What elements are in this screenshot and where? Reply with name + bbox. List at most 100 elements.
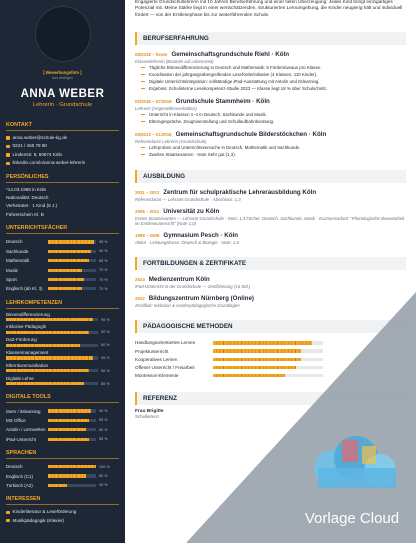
entry-heading: 2006 – 2011 Universität zu Köln bbox=[135, 208, 406, 215]
skill-row: Elternkommunikation 90 % bbox=[0, 363, 125, 376]
job-role: Klassenlehrerin (Beamtin auf Lebenszeit) bbox=[135, 58, 214, 64]
skill-bar bbox=[48, 249, 92, 253]
skill-name: Klassenmanagement bbox=[6, 349, 49, 355]
skill-percent: 85 % bbox=[99, 258, 108, 263]
methods: Handlungsorientiertes Lernen Projektunter… bbox=[135, 339, 406, 380]
skill-name: iServ / itslearning bbox=[6, 408, 41, 414]
method-bar bbox=[213, 374, 285, 378]
skill-bar-row: 95 % bbox=[6, 318, 119, 322]
job-date: 08/2018 – heute bbox=[135, 51, 168, 57]
method-bar bbox=[213, 341, 312, 345]
entry-heading: 2024 Medienzentrum Köln bbox=[135, 276, 406, 283]
method-bar bbox=[213, 349, 301, 353]
skill-bar bbox=[6, 343, 80, 347]
skill-bar-row: 80 % bbox=[6, 343, 119, 347]
reference-role: Schulleiterin bbox=[135, 413, 159, 419]
name: ANNA WEBER bbox=[20, 88, 105, 100]
job-bullet: Unterricht in Klassen 1–4 in Deutsch, Sa… bbox=[135, 111, 406, 118]
contact-icon bbox=[6, 136, 10, 140]
job-date: 09/2013 – 01/2016 bbox=[135, 131, 172, 137]
job-heading: 09/2013 – 01/2016 Gemeinschaftsgrundschul… bbox=[135, 131, 406, 138]
skill-bar bbox=[48, 465, 96, 469]
entry-detail: Erstes Staatsexamen — Lehramt Grundschul… bbox=[135, 215, 405, 226]
job-role: Referendarin/ Lehrerin (Grundschule) bbox=[135, 138, 207, 144]
bullet-dash bbox=[141, 67, 145, 68]
entry-org: Zentrum für schulpraktische Lehrerausbil… bbox=[163, 188, 317, 196]
job-entry: 02/2016 – 07/2018 Grundschule Stammheim ·… bbox=[135, 98, 406, 125]
skill-name: Antolin / Lernwelten bbox=[6, 427, 46, 433]
info-text: Lindenstr. 8, 50674 Köln bbox=[12, 151, 63, 157]
skill-row: Digitale Lehre 85 % bbox=[0, 376, 125, 389]
watermark-triangle bbox=[186, 292, 416, 543]
job-entry: 08/2018 – heute Gemeinschaftsgrundschule … bbox=[135, 51, 406, 92]
bullet-dash bbox=[141, 88, 145, 89]
job-bullet: Koordination der jahrgangsübergreifenden… bbox=[135, 71, 406, 78]
skill-track bbox=[48, 249, 96, 253]
skill-bar bbox=[48, 437, 89, 441]
info-item: *14.03.1988 in Köln bbox=[0, 186, 125, 194]
method-row: Projektunterricht bbox=[135, 347, 406, 355]
job-bullet: Lehrproben und Unterrichtsversuche in De… bbox=[135, 144, 406, 151]
entry-date: 2011 – 2013 bbox=[135, 189, 160, 195]
method-track bbox=[213, 357, 323, 362]
skill-row: iServ / itslearning 90 % bbox=[0, 406, 125, 415]
section-heading: LEHRKOMPETENZEN bbox=[6, 300, 119, 309]
skill-name: iPad-Unterricht bbox=[6, 436, 37, 442]
skill-track bbox=[48, 437, 96, 441]
photo-placeholder bbox=[34, 6, 91, 62]
entry-heading: 2011 – 2013 Zentrum für schulpraktische L… bbox=[135, 189, 406, 196]
entry-date: 2024 bbox=[135, 276, 145, 282]
bullet-dash bbox=[141, 114, 145, 115]
entry: 2006 – 2011 Universität zu Köln Erstes Sta… bbox=[135, 208, 406, 226]
skill-bar-row: 90 % bbox=[6, 330, 119, 334]
skill-track bbox=[6, 343, 98, 347]
method-bar bbox=[213, 357, 301, 362]
entry-heading: 1998 – 2006 Gymnasium Pesch · Köln bbox=[135, 232, 406, 239]
watermark-brand: Vorlage Cloud bbox=[305, 510, 399, 527]
method-row: Offener Unterricht / Freiarbeit bbox=[135, 363, 406, 371]
bullet-text: Unterricht in Klassen 1–4 in Deutsch, Sa… bbox=[149, 111, 267, 117]
info-item: Verheiratet · 1 Kind (8 J.) bbox=[0, 202, 125, 210]
interest-icon bbox=[6, 518, 10, 523]
skill-percent: 80 % bbox=[101, 343, 110, 348]
skill-bar bbox=[48, 483, 68, 487]
job-heading: 02/2016 – 07/2018 Grundschule Stammheim ·… bbox=[135, 98, 406, 105]
skill-bar bbox=[6, 318, 94, 322]
skill-bar bbox=[6, 369, 89, 373]
skill-track bbox=[48, 483, 96, 487]
skill-row: Englisch (ab Kl. 3) 70 % bbox=[0, 284, 125, 293]
entry: 2022 Bildungszentrum Nürnberg (Online) Zer… bbox=[135, 295, 406, 308]
skill-percent: 90 % bbox=[101, 368, 110, 373]
bullet-dash bbox=[141, 154, 145, 155]
skill-name: Sachkunde bbox=[6, 248, 29, 254]
skill-row: Sachkunde 90 % bbox=[0, 247, 125, 256]
skill-name: Sport bbox=[6, 277, 17, 282]
skill-percent: 90 % bbox=[101, 330, 110, 335]
entry-org: Universität zu Köln bbox=[163, 207, 220, 215]
skill-name: Englisch (ab Kl. 3) bbox=[6, 286, 43, 292]
skill-bar-row: 90 % bbox=[6, 369, 119, 373]
photo-hint: hier einfügen bbox=[52, 76, 73, 80]
skill-row: DaZ-Förderung 80 % bbox=[0, 337, 125, 350]
method-name: Offener Unterricht / Freiarbeit bbox=[135, 365, 195, 371]
skill-name: DaZ-Förderung bbox=[6, 337, 37, 343]
main-column: Engagierte Grundschullehrerin mit 10 Jah… bbox=[125, 0, 416, 543]
skill-name: Türkisch (A2) bbox=[6, 482, 33, 488]
skill-name: Englisch (C1) bbox=[6, 473, 34, 479]
section-heading: FORTBILDUNGEN & ZERTIFIKATE bbox=[135, 256, 406, 270]
info-text: *14.03.1988 in Köln bbox=[6, 186, 47, 192]
skill-bar-row: 85 % bbox=[6, 382, 119, 386]
role: Lehrerin · Grundschule bbox=[32, 102, 93, 108]
interest-text: Musikpädagogik (Klavier) bbox=[12, 517, 65, 523]
skill-name: Binnendifferenzierung bbox=[6, 311, 50, 317]
skill-name: Inklusive Pädagogik bbox=[6, 324, 47, 330]
skill-percent: 85 % bbox=[99, 437, 108, 442]
skill-row: Antolin / Lernwelten 80 % bbox=[0, 425, 125, 434]
method-name: Kooperatives Lernen bbox=[135, 356, 178, 362]
info-text: linkedin.com/in/anna-weber-lehrerin bbox=[12, 160, 86, 166]
cloud-logo bbox=[314, 436, 396, 488]
entry: 1998 – 2006 Gymnasium Pesch · Köln Abitur … bbox=[135, 232, 406, 245]
interest-item: Musikpädagogik (Klavier) bbox=[0, 517, 125, 525]
